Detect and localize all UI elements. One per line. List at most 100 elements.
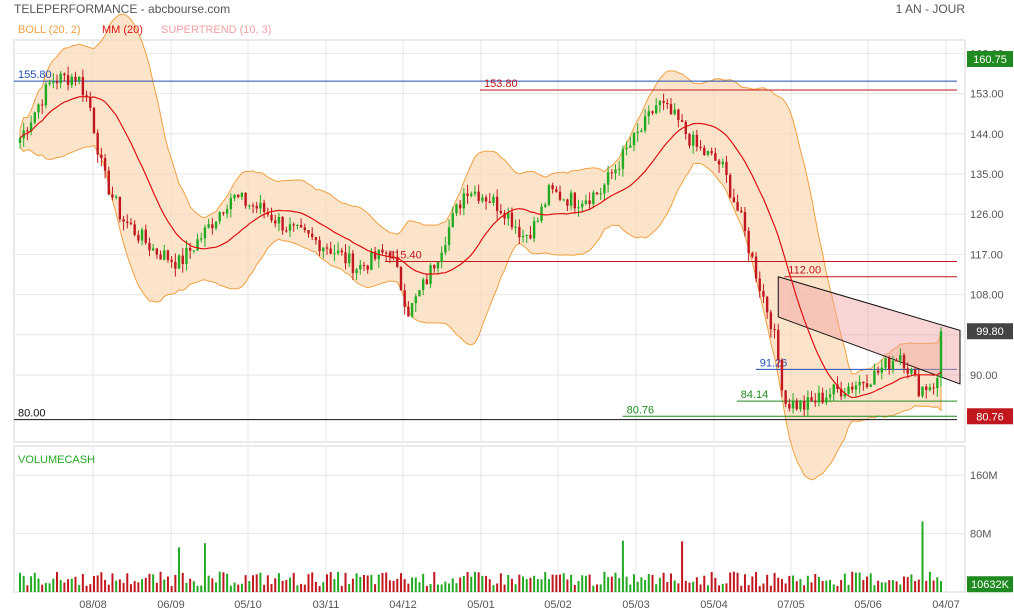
candle-body bbox=[370, 251, 373, 270]
volume-bar bbox=[222, 572, 225, 592]
volume-bar bbox=[359, 576, 362, 592]
volume-bar bbox=[570, 574, 573, 592]
volume-bar bbox=[115, 580, 118, 592]
candle-body bbox=[784, 390, 787, 404]
volume-bar bbox=[559, 574, 562, 592]
candle-body bbox=[699, 146, 702, 148]
volume-bar bbox=[921, 521, 924, 592]
candle-body bbox=[810, 397, 813, 401]
volume-bar bbox=[862, 580, 865, 592]
volume-bar bbox=[729, 572, 732, 592]
volume-bar bbox=[148, 573, 151, 592]
candle-body bbox=[532, 221, 536, 239]
candle-body bbox=[791, 400, 795, 409]
volume-bar bbox=[436, 584, 439, 592]
volume-bar bbox=[858, 572, 861, 592]
candle-body bbox=[418, 290, 421, 297]
candle-body bbox=[732, 197, 736, 203]
candle-body bbox=[492, 196, 495, 203]
price-badge-low bbox=[967, 408, 1013, 425]
volume-bar bbox=[85, 585, 88, 592]
volume-bar bbox=[873, 585, 876, 592]
volume-bar bbox=[884, 582, 887, 592]
candle-body bbox=[77, 77, 81, 81]
volume-bar bbox=[226, 573, 229, 592]
candle-body bbox=[706, 151, 710, 155]
candle-body bbox=[207, 224, 210, 228]
volume-bar bbox=[326, 574, 328, 592]
candle-body bbox=[599, 193, 602, 195]
volume-bar bbox=[414, 577, 417, 592]
candle-body bbox=[362, 264, 366, 266]
volume-bar bbox=[592, 585, 595, 592]
volume-tick-label: 80M bbox=[970, 529, 991, 541]
volume-bar bbox=[70, 578, 73, 592]
volume-bar bbox=[433, 571, 436, 592]
candle-body bbox=[458, 204, 462, 209]
volume-bar bbox=[766, 574, 769, 592]
volume-bar bbox=[314, 581, 317, 592]
candle-body bbox=[643, 116, 647, 131]
candle-body bbox=[384, 252, 388, 254]
volume-bar bbox=[19, 572, 21, 592]
volume-bar bbox=[599, 584, 602, 592]
volume-bar bbox=[155, 582, 158, 592]
candle-body bbox=[588, 200, 591, 205]
candle-body bbox=[218, 212, 221, 222]
candle-body bbox=[381, 249, 384, 253]
candle-body bbox=[322, 247, 325, 252]
candle-body bbox=[891, 360, 895, 370]
y-tick-label: 126.00 bbox=[970, 209, 1004, 221]
candle-body bbox=[292, 224, 295, 226]
legend-supertrend: SUPERTREND (10, 3) bbox=[161, 24, 271, 36]
candle-body bbox=[769, 312, 773, 330]
volume-bar bbox=[821, 580, 824, 592]
volume-bar bbox=[311, 572, 314, 592]
volume-bar bbox=[37, 578, 40, 592]
candle-body bbox=[836, 384, 839, 390]
volume-bar bbox=[925, 580, 928, 592]
volume-bar bbox=[669, 573, 672, 592]
candle-body bbox=[225, 209, 229, 214]
candle-body bbox=[329, 248, 332, 254]
volume-bar bbox=[695, 577, 698, 592]
volume-bar bbox=[144, 577, 147, 592]
y-tick-label: 90.00 bbox=[970, 370, 998, 382]
volume-bar bbox=[684, 580, 687, 592]
candle-body bbox=[40, 104, 44, 106]
volume-bar bbox=[233, 582, 236, 592]
candle-body bbox=[299, 225, 303, 228]
candle-body bbox=[847, 386, 850, 394]
volume-bar bbox=[355, 573, 358, 592]
y-tick-label: 117.00 bbox=[970, 249, 1003, 261]
volume-bar bbox=[55, 572, 58, 592]
candle-body bbox=[44, 84, 48, 106]
candle-body bbox=[625, 147, 628, 150]
candle-body bbox=[477, 191, 480, 201]
candle-body bbox=[18, 138, 22, 143]
volume-bar bbox=[499, 573, 502, 592]
candle-body bbox=[618, 168, 621, 170]
candle-body bbox=[344, 252, 347, 264]
volume-bar bbox=[747, 585, 750, 592]
candle-body bbox=[654, 105, 658, 114]
volume-bar bbox=[795, 581, 798, 592]
volume-badge-label: 10632K bbox=[971, 579, 1010, 591]
volume-bar bbox=[192, 581, 195, 592]
volume-bar bbox=[26, 585, 29, 592]
candle-body bbox=[103, 158, 107, 171]
volume-bar bbox=[96, 575, 99, 592]
volume-bar bbox=[362, 574, 365, 592]
candle-body bbox=[806, 397, 810, 410]
candle-body bbox=[632, 132, 636, 146]
candle-body bbox=[555, 189, 558, 192]
volume-bar bbox=[880, 582, 883, 592]
candle-body bbox=[63, 73, 66, 76]
candle-body bbox=[518, 226, 521, 238]
candle-body bbox=[314, 237, 318, 241]
volume-bar bbox=[289, 577, 292, 592]
volume-bar bbox=[481, 575, 484, 592]
candle-body bbox=[251, 205, 255, 207]
volume-bar bbox=[381, 572, 384, 592]
volume-bar bbox=[466, 572, 469, 592]
